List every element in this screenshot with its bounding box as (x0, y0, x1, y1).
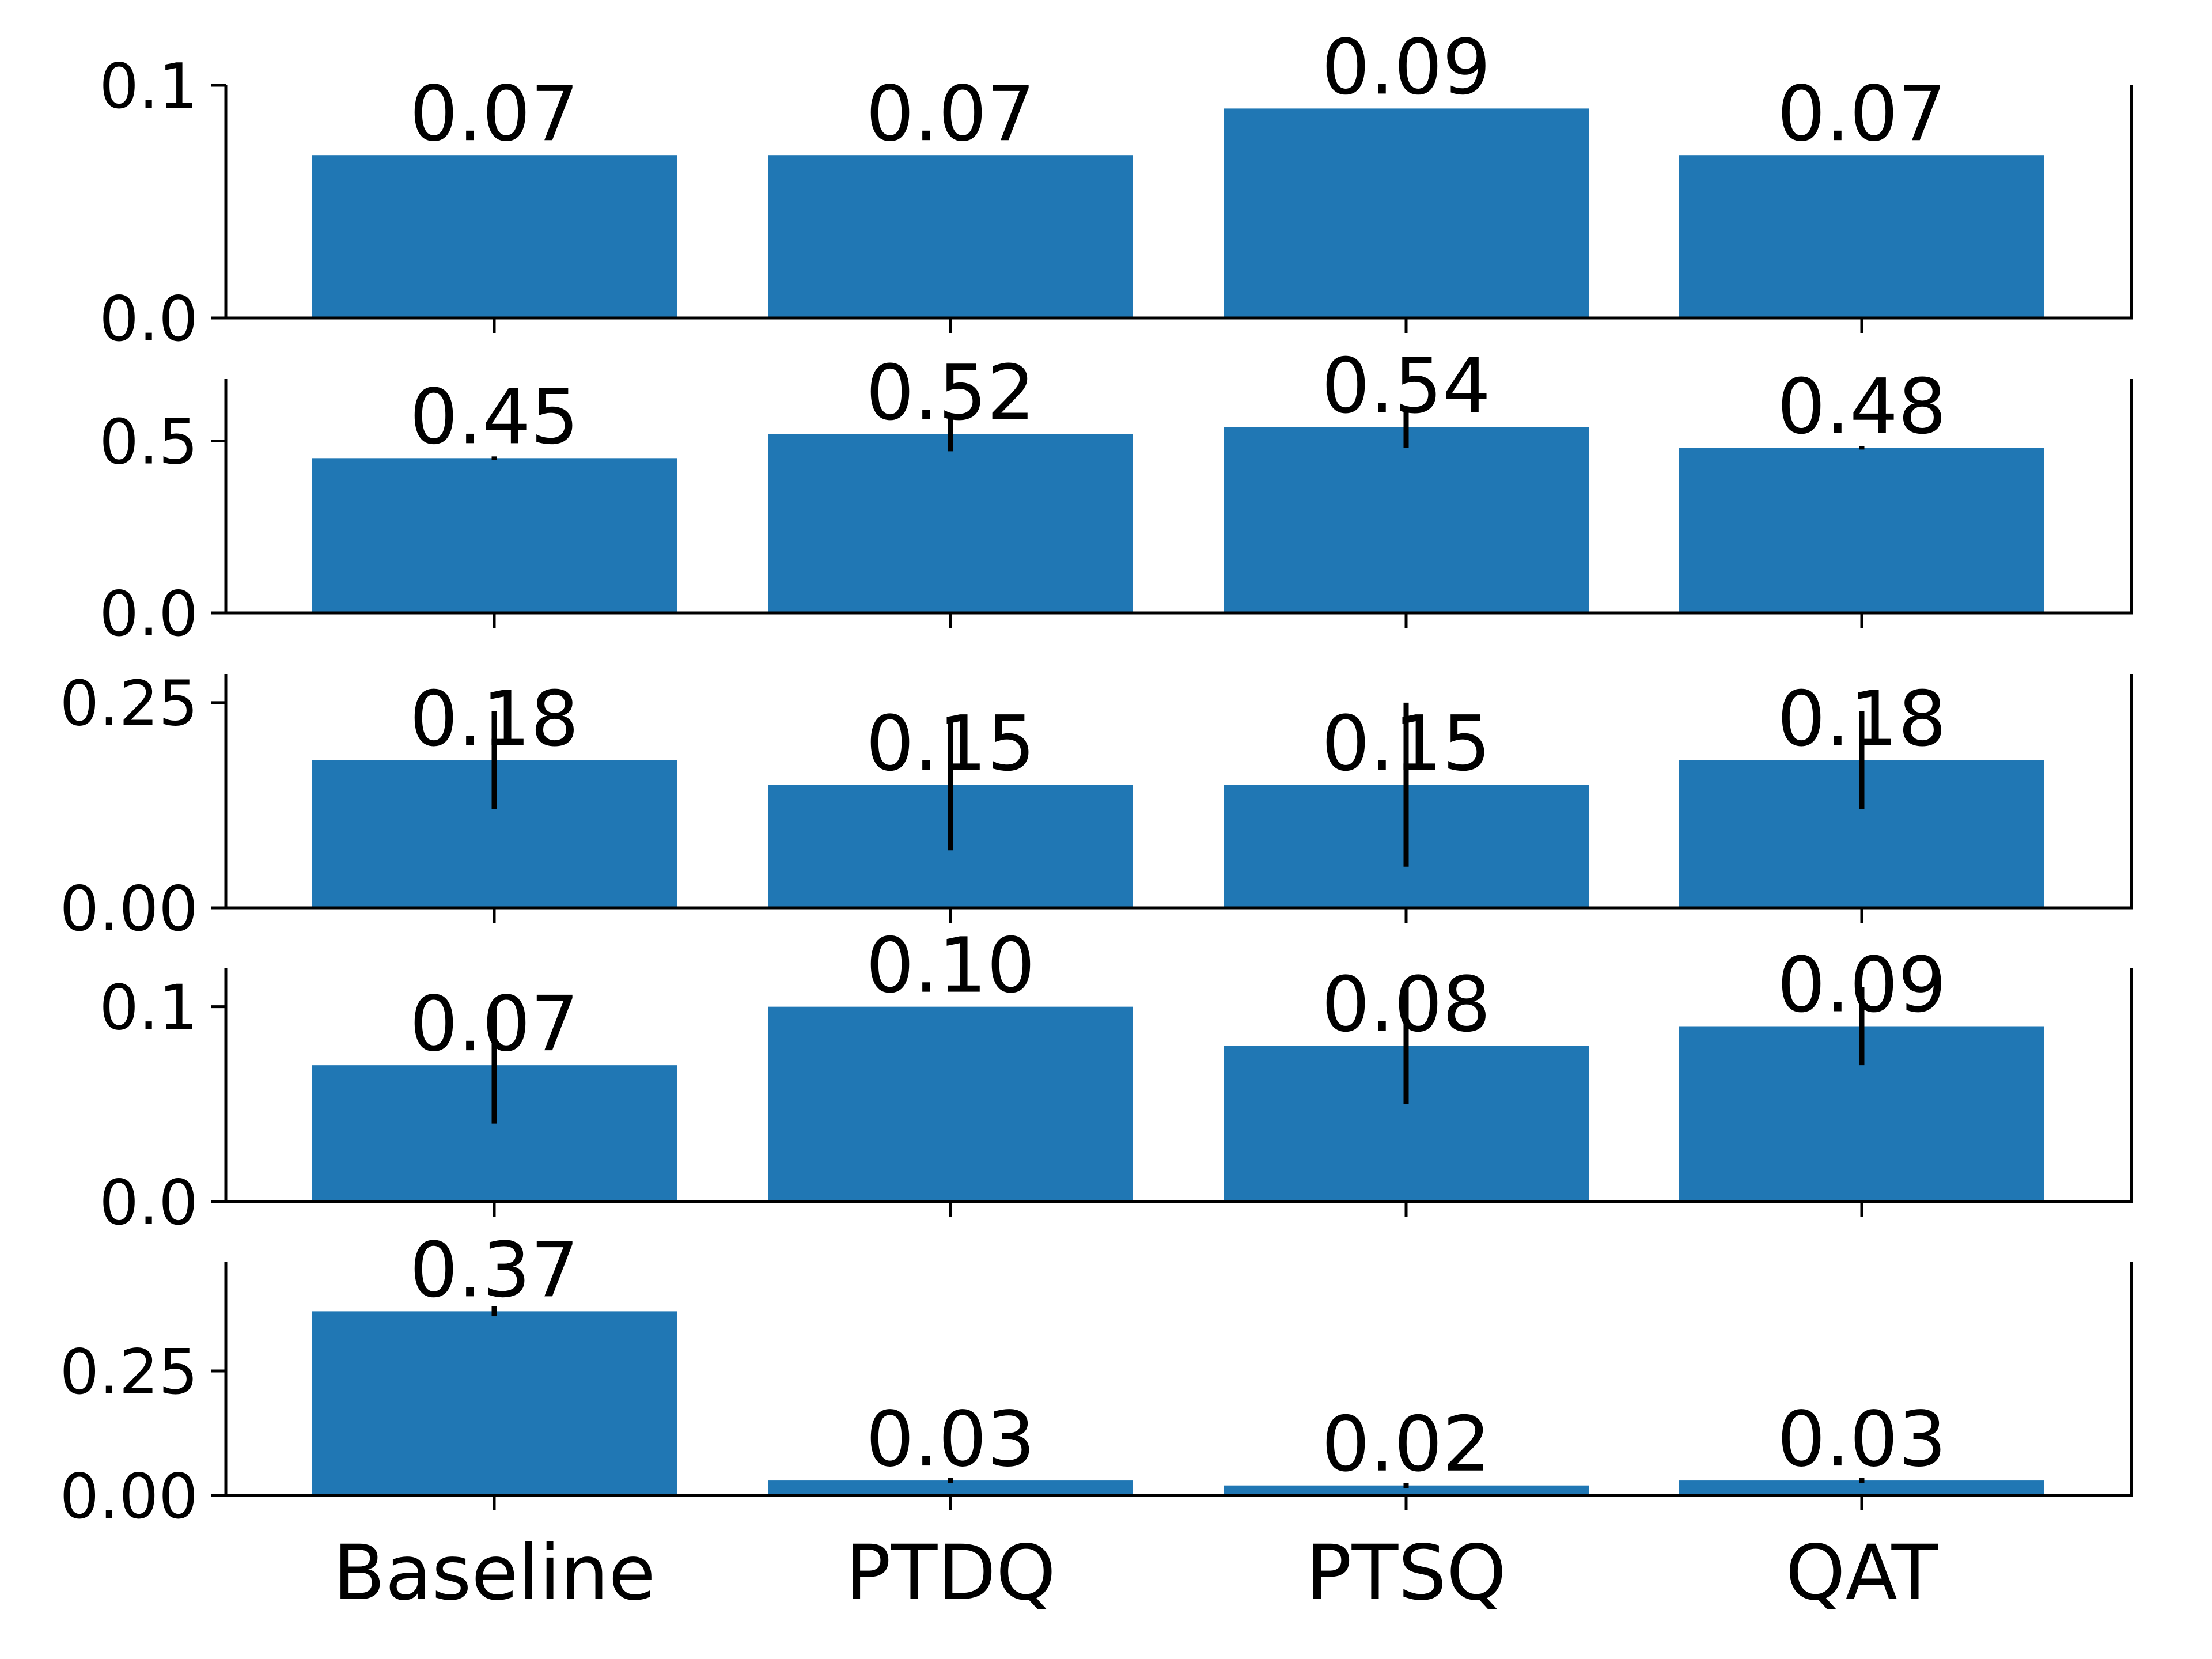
value-label-ptdq: 0.15 (866, 699, 1035, 788)
bar-ptdq (768, 155, 1133, 318)
value-label-baseline: 0.37 (410, 1226, 579, 1315)
chart-panel-4: 0.07 0.10 0.08 0.09 0.0 0.1 (99, 922, 2133, 1239)
chart-panel-3: 0.18 0.15 0.15 0.18 0.00 0.25 (60, 668, 2133, 945)
y-tick-label: 0.0 (99, 1167, 198, 1239)
value-label-ptsq: 0.02 (1321, 1400, 1491, 1489)
value-label-baseline: 0.45 (410, 373, 579, 461)
y-tick-label: 0.25 (60, 668, 198, 740)
bar-ptdq (768, 434, 1133, 613)
bar-qat (1679, 155, 2044, 318)
chart-panel-2: 0.45 0.52 0.54 0.48 0.0 0.5 (99, 342, 2133, 650)
value-label-ptdq: 0.10 (866, 922, 1035, 1010)
value-label-ptdq: 0.52 (866, 349, 1035, 438)
y-tick-label: 0.00 (60, 1461, 198, 1533)
y-tick-label: 0.0 (99, 283, 198, 355)
value-label-qat: 0.18 (1777, 675, 1946, 764)
category-label-ptsq: PTSQ (1306, 1529, 1506, 1618)
y-tick-label: 0.1 (99, 972, 198, 1044)
category-label-qat: QAT (1786, 1529, 1939, 1618)
bar-baseline (312, 155, 677, 318)
value-label-ptdq: 0.03 (866, 1395, 1035, 1484)
chart-panel-1: 0.07 0.07 0.09 0.07 0.0 0.1 (99, 23, 2133, 355)
bar-ptsq (1224, 427, 1589, 613)
value-label-qat: 0.48 (1777, 362, 1946, 451)
bar-ptsq (1224, 108, 1589, 318)
y-tick-label: 0.00 (60, 873, 198, 945)
y-tick-label: 0.1 (99, 51, 198, 123)
value-label-baseline: 0.07 (410, 70, 579, 158)
y-tick-label: 0.5 (99, 406, 198, 478)
category-label-ptdq: PTDQ (845, 1529, 1056, 1618)
y-tick-label: 0.25 (60, 1336, 198, 1408)
chart-panel-5: 0.37 0.03 0.02 0.03 0.00 0.25 Baseline PTDQ PTSQ… (60, 1226, 2133, 1618)
value-label-qat: 0.03 (1777, 1395, 1946, 1484)
value-label-ptsq: 0.08 (1321, 960, 1491, 1049)
bar-baseline (312, 1311, 677, 1495)
bar-qat (1679, 448, 2044, 613)
value-label-ptsq: 0.15 (1321, 699, 1491, 788)
bar-ptdq (768, 1006, 1133, 1202)
value-label-ptsq: 0.54 (1321, 342, 1491, 431)
value-label-qat: 0.09 (1777, 941, 1946, 1030)
value-label-baseline: 0.07 (410, 980, 579, 1069)
value-label-ptdq: 0.07 (866, 70, 1035, 158)
bar-ptsq (1224, 1485, 1589, 1495)
value-label-ptsq: 0.09 (1321, 23, 1491, 112)
value-label-qat: 0.07 (1777, 70, 1946, 158)
bar-baseline (312, 458, 677, 613)
value-label-baseline: 0.18 (410, 675, 579, 764)
category-label-baseline: Baseline (333, 1529, 656, 1618)
y-tick-label: 0.0 (99, 578, 198, 650)
